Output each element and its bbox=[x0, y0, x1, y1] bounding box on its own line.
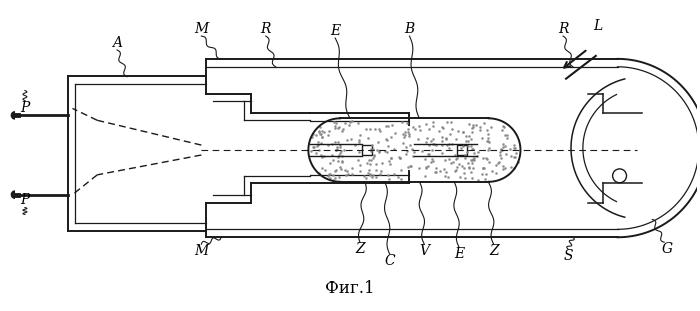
Text: P: P bbox=[20, 101, 29, 115]
Text: A: A bbox=[112, 36, 122, 50]
Text: L: L bbox=[593, 19, 603, 33]
Text: G: G bbox=[662, 242, 673, 256]
Text: V: V bbox=[419, 244, 429, 258]
Text: Z: Z bbox=[355, 242, 365, 256]
Text: E: E bbox=[454, 247, 464, 261]
Text: R: R bbox=[260, 22, 271, 36]
Text: R: R bbox=[558, 22, 568, 36]
Text: E: E bbox=[330, 24, 340, 38]
Text: P: P bbox=[20, 193, 29, 207]
Bar bbox=[457, 145, 467, 155]
Text: Фиг.1: Фиг.1 bbox=[326, 280, 374, 297]
Text: M: M bbox=[194, 22, 209, 36]
Bar bbox=[362, 145, 372, 155]
Text: S: S bbox=[564, 249, 573, 263]
Text: B: B bbox=[405, 22, 414, 36]
Text: Z: Z bbox=[489, 244, 498, 258]
Text: M: M bbox=[194, 244, 209, 258]
Text: C: C bbox=[384, 254, 395, 268]
